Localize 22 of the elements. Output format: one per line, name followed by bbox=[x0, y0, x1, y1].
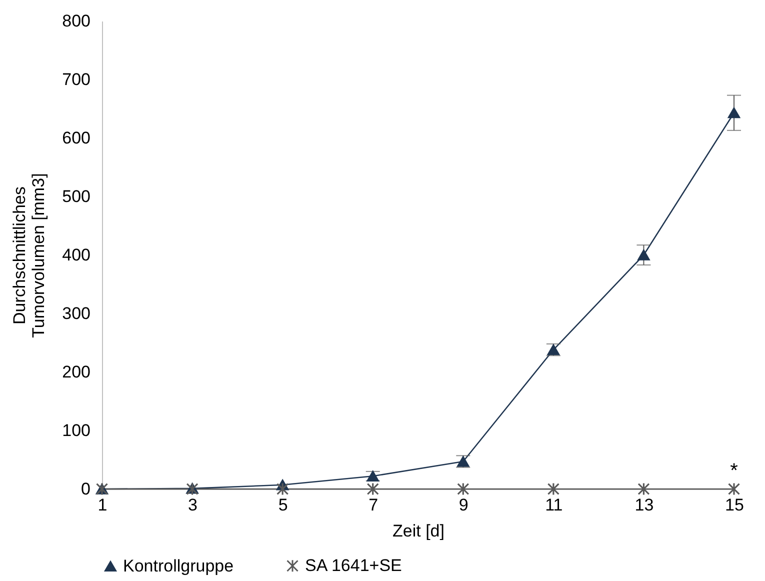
y-tick-label: 100 bbox=[62, 421, 90, 440]
y-tick-label: 500 bbox=[62, 187, 90, 206]
y-tick-label: 700 bbox=[62, 70, 90, 89]
y-tick-label: 0 bbox=[81, 480, 90, 498]
x-tick-label: 9 bbox=[458, 496, 468, 514]
annotation: * bbox=[730, 460, 738, 482]
x-axis-title: Zeit [d] bbox=[392, 522, 444, 540]
legend-label: SA 1641+SE bbox=[305, 556, 402, 575]
legend-label: Kontrollgruppe bbox=[123, 556, 234, 576]
x-tick-label: 13 bbox=[634, 496, 654, 514]
y-tick-label: 300 bbox=[62, 304, 90, 323]
y-tick-label: 800 bbox=[62, 12, 90, 30]
y-tick-label: 400 bbox=[62, 246, 90, 264]
x-tick-label: 3 bbox=[188, 496, 198, 514]
x-tick-label: 7 bbox=[368, 496, 378, 514]
x-tick-label: 1 bbox=[98, 496, 108, 514]
y-tick-label: 200 bbox=[62, 362, 90, 382]
x-tick-label: 11 bbox=[545, 496, 563, 514]
y-tick-label: 600 bbox=[62, 128, 90, 148]
y-axis-title: Durchschnittliches Tumorvolumen [mm3] bbox=[10, 173, 48, 338]
x-tick-label: 5 bbox=[278, 496, 288, 514]
x-tick-label: 15 bbox=[725, 496, 744, 514]
